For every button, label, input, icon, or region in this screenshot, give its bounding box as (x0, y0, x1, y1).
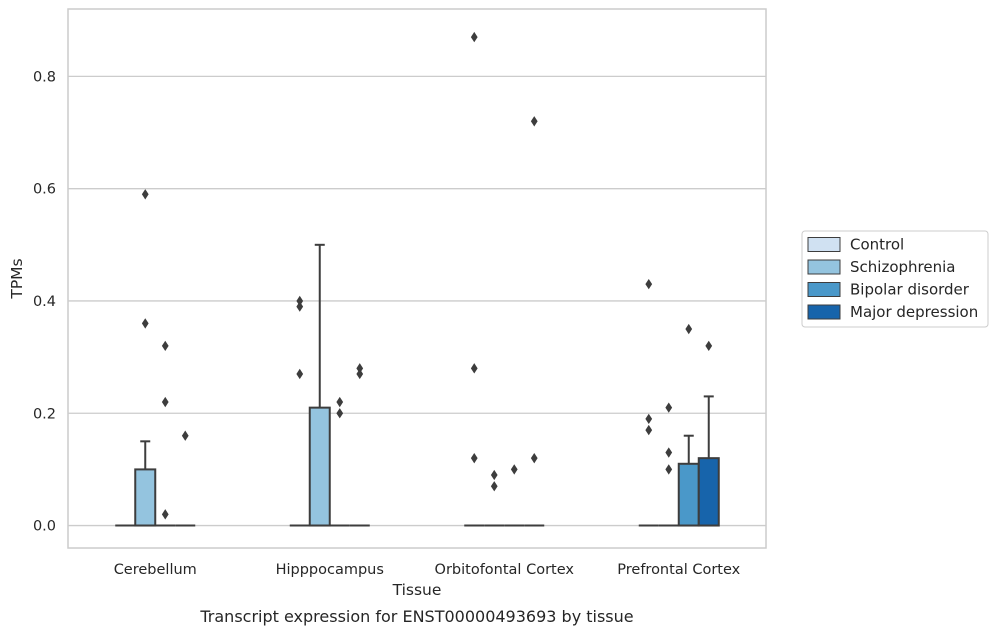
outlier-point (490, 469, 498, 481)
box-schizophrenia (134, 440, 157, 527)
legend-frame (801, 230, 989, 328)
box-body (697, 457, 720, 527)
grid-lines (68, 75, 766, 527)
x-tick-label: Hipppocampus (276, 562, 384, 578)
outlier-point (356, 368, 364, 380)
x-tick-label: Cerebellum (114, 562, 197, 578)
outlier-point (161, 509, 169, 520)
outlier-point (470, 363, 478, 374)
outlier-point (336, 408, 344, 419)
legend-label: Control (850, 236, 904, 254)
outlier-point (645, 278, 653, 290)
outlier-point (665, 464, 673, 475)
outlier-point (685, 323, 693, 335)
outlier-point (336, 396, 344, 408)
y-axis-label: TPMs (8, 258, 26, 299)
chart-caption: Transcript expression for ENST0000049369… (199, 607, 633, 626)
outlier-point (510, 464, 518, 475)
box-groups (115, 243, 720, 527)
legend-label: Schizophrenia (850, 258, 955, 276)
legend-swatch (807, 259, 841, 275)
outlier-point (356, 363, 364, 374)
box-major-depression (697, 395, 720, 527)
x-tick-label: Orbitofontal Cortex (435, 562, 575, 578)
outlier-point (141, 318, 149, 329)
x-axis-label: Tissue (392, 581, 442, 599)
y-tick-label: 0.6 (33, 182, 56, 198)
legend-swatch (807, 282, 841, 297)
box-body (308, 406, 331, 527)
outlier-point (470, 31, 478, 43)
outlier-point (705, 340, 713, 352)
y-tick-labels: 0.0 0.2 0.4 0.6 0.8 (33, 69, 56, 534)
outlier-point (296, 295, 304, 307)
box-schizophrenia (308, 243, 331, 527)
plot-frame (67, 8, 767, 549)
legend-label: Major depression (850, 303, 978, 321)
outlier-point (530, 452, 538, 464)
y-tick-label: 0.2 (33, 406, 56, 422)
outlier-point (530, 116, 538, 127)
outlier-point (296, 301, 304, 312)
legend-swatch (807, 304, 841, 320)
outlier-point (181, 430, 189, 441)
box-bipolar-disorder (677, 434, 700, 527)
outlier-points (141, 31, 713, 520)
outlier-point (161, 340, 169, 352)
box-body (677, 462, 700, 527)
outlier-point (665, 402, 673, 413)
y-tick-label: 0.8 (33, 69, 56, 85)
legend: Control Schizophrenia Bipolar disorder Majo… (801, 230, 989, 328)
outlier-point (645, 413, 653, 425)
outlier-point (490, 481, 498, 492)
box-body (134, 468, 157, 527)
x-tick-labels: Cerebellum Hipppocampus Orbitofontal Corte… (114, 562, 741, 578)
outlier-point (665, 447, 673, 458)
outlier-point (161, 396, 169, 408)
legend-swatch (807, 237, 841, 252)
outlier-point (141, 189, 149, 200)
y-tick-label: 0.4 (33, 294, 56, 310)
legend-label: Bipolar disorder (850, 281, 970, 299)
y-tick-label: 0.0 (33, 519, 56, 535)
outlier-point (470, 452, 478, 464)
outlier-point (296, 368, 304, 380)
outlier-point (645, 424, 653, 436)
x-tick-label: Prefrontal Cortex (617, 562, 740, 578)
